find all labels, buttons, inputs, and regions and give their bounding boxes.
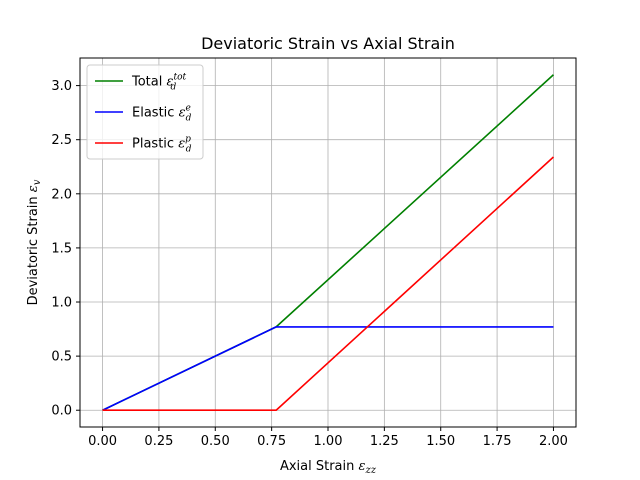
legend-symbol: ε: [167, 75, 174, 90]
x-tick-label: 0.25: [144, 434, 173, 449]
ticks: 0.00 0.25 0.50 0.75 1.00 1.25 1.50 1.75 2.00 0.0 0…: [51, 79, 568, 449]
legend-label: Elastic: [132, 106, 179, 121]
y-tick-label: 1.0: [51, 296, 72, 311]
series-line-elastic: [102, 326, 554, 411]
legend-entry: Elastic εe d: [132, 104, 192, 124]
grid: [80, 58, 576, 427]
x-tick-label: 1.75: [483, 434, 512, 449]
legend-symbol: ε: [179, 106, 186, 121]
x-axis-title-symbol: ε: [359, 459, 366, 474]
y-tick-label: 2.0: [51, 187, 72, 202]
legend-subscript: d: [171, 83, 177, 93]
chart-title: Deviatoric Strain vs Axial Strain: [201, 34, 455, 53]
y-axis-title-symbol: ε: [26, 185, 41, 192]
x-tick-label: 2.00: [539, 434, 568, 449]
x-axis-title-subscript: zz: [365, 465, 377, 476]
x-axis-title: Axial Strain εzz: [280, 459, 377, 476]
y-axis-title-subscript: v: [32, 179, 43, 185]
x-tick-label: 0.75: [257, 434, 286, 449]
x-axis-title-text: Axial Strain: [280, 459, 359, 474]
legend-superscript: tot: [173, 73, 186, 83]
x-tick-label: 1.00: [314, 434, 343, 449]
series-line-plastic: [102, 156, 554, 412]
legend-label: Total: [131, 75, 167, 90]
legend-superscript: p: [185, 135, 191, 145]
x-tick-label: 0.50: [201, 434, 230, 449]
legend-label: Plastic: [132, 137, 178, 152]
x-tick-label: 1.25: [370, 434, 399, 449]
y-tick-label: 3.0: [51, 79, 72, 94]
y-axis-title-text: Deviatoric Strain: [26, 192, 41, 305]
legend-subscript: d: [186, 145, 192, 155]
y-tick-label: 1.5: [51, 241, 72, 256]
legend-entry: Plastic εp d: [132, 135, 192, 155]
y-tick-label: 2.5: [51, 133, 72, 148]
series-lines: [102, 74, 554, 412]
x-tick-label: 1.50: [426, 434, 455, 449]
y-tick-label: 0.5: [51, 350, 72, 365]
legend-symbol: ε: [178, 137, 185, 152]
x-tick-label: 0.00: [88, 434, 117, 449]
legend-subscript: d: [186, 114, 192, 124]
legend-superscript: e: [186, 104, 191, 114]
y-axis-title: Deviatoric Strain εv: [26, 179, 43, 305]
legend-box: [86, 64, 204, 160]
y-tick-label: 0.0: [51, 404, 72, 419]
legend-entry: Total εtot d: [131, 73, 187, 93]
